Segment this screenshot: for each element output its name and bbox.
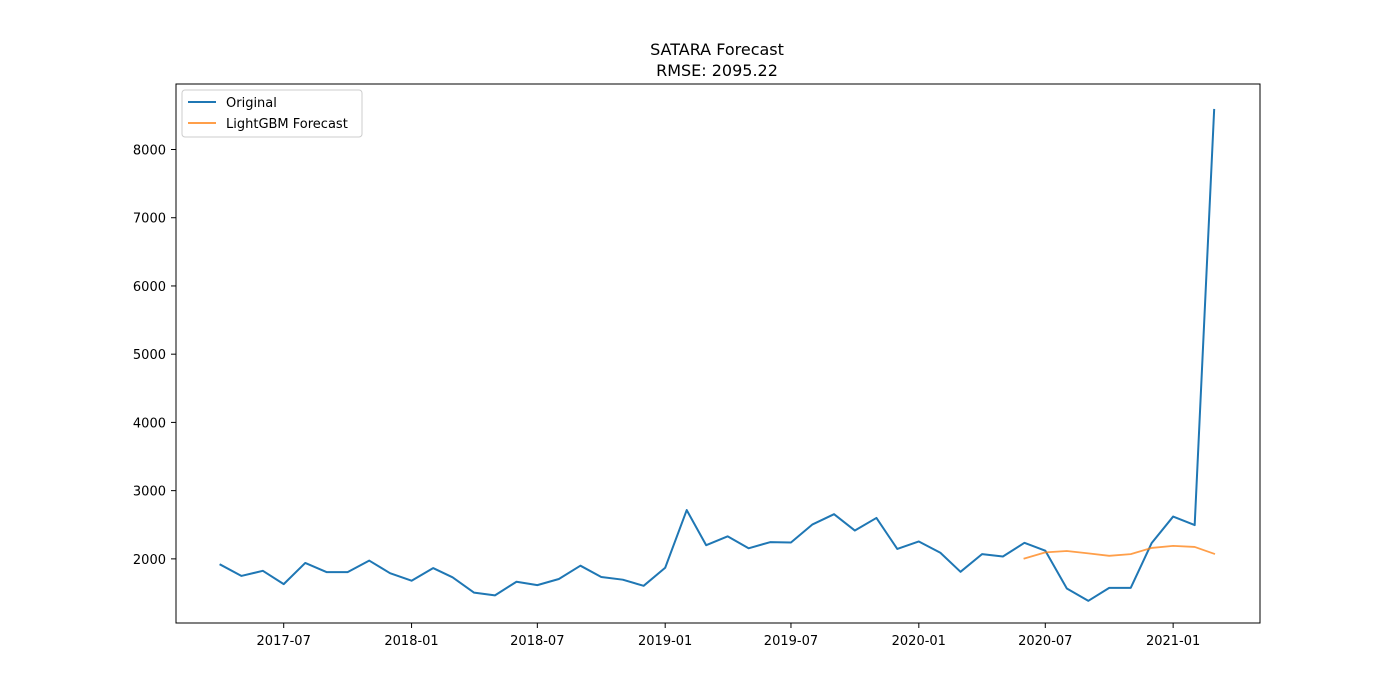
series-layer: [219, 108, 1216, 602]
chart-subtitle: RMSE: 2095.22: [656, 61, 778, 80]
x-tick-label: 2021-01: [1146, 634, 1200, 649]
y-tick-label: 4000: [133, 416, 166, 431]
legend-label: LightGBM Forecast: [226, 117, 348, 132]
x-tick-label: 2018-07: [510, 634, 564, 649]
y-tick-label: 3000: [133, 485, 166, 500]
y-tick-label: 8000: [133, 143, 166, 158]
series-line-original: [219, 108, 1216, 602]
x-tick-label: 2020-07: [1018, 634, 1072, 649]
legend-box: [181, 89, 363, 138]
y-tick-label: 6000: [133, 280, 166, 295]
y-tick-label: 2000: [133, 553, 166, 568]
y-tick-label: 5000: [133, 348, 166, 363]
x-tick-label: 2019-01: [638, 634, 692, 649]
series-line-lightgbm-forecast: [1023, 545, 1216, 560]
x-tick-label: 2017-07: [257, 634, 311, 649]
x-tick-label: 2020-01: [892, 634, 946, 649]
legend-label: Original: [226, 96, 277, 111]
x-tick-label: 2019-07: [764, 634, 818, 649]
plot-frame: [175, 83, 1261, 624]
chart-title: SATARA Forecast: [650, 40, 784, 59]
ticks-layer: 2017-07 2018-01 2018-07 2019-01 2019-07 2020-…: [133, 143, 1200, 649]
y-tick-label: 7000: [133, 212, 166, 227]
legend: Original LightGBM Forecast: [181, 89, 363, 138]
x-tick-label: 2018-01: [384, 634, 438, 649]
